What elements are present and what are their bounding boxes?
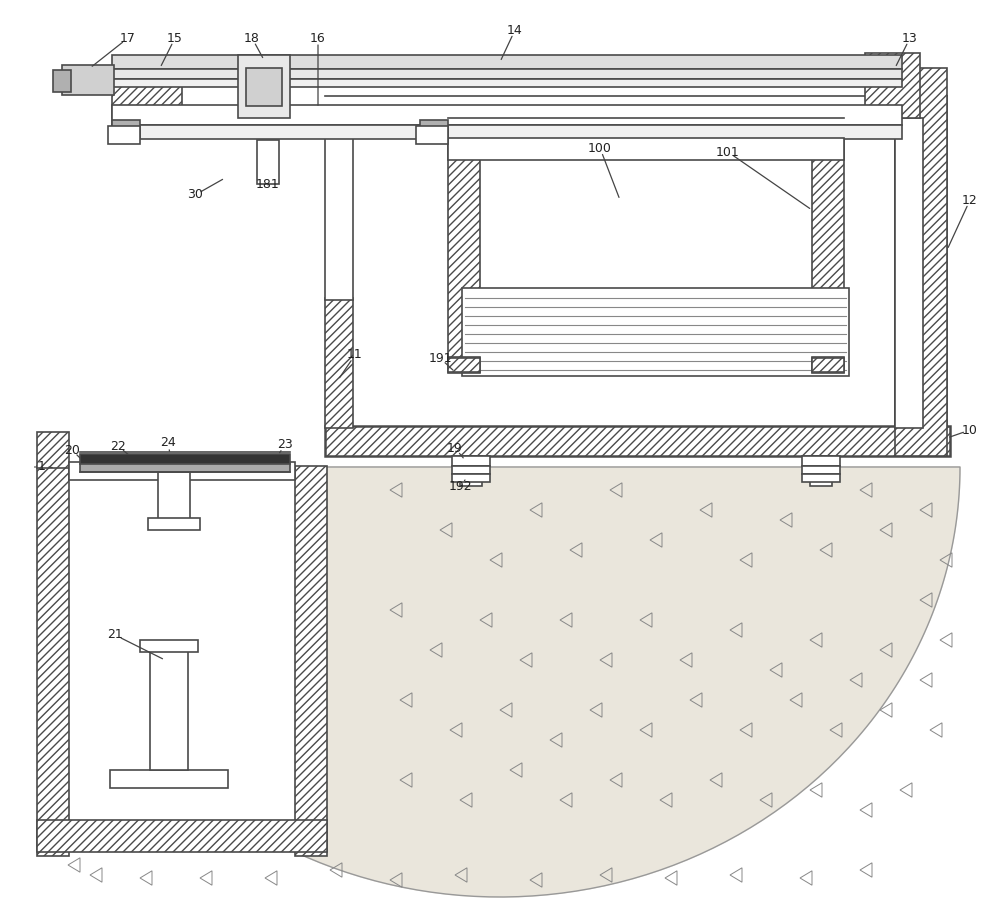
Text: 13: 13 bbox=[902, 32, 918, 44]
Bar bbox=[80, 454, 290, 464]
Bar bbox=[448, 358, 480, 372]
Text: 17: 17 bbox=[120, 32, 136, 44]
Bar bbox=[452, 466, 490, 474]
Bar bbox=[802, 474, 840, 482]
Bar bbox=[108, 126, 140, 144]
Bar bbox=[238, 55, 290, 118]
Bar bbox=[462, 288, 849, 376]
Bar bbox=[37, 466, 69, 856]
Bar bbox=[69, 466, 295, 820]
Bar bbox=[37, 432, 69, 468]
Bar bbox=[448, 138, 480, 360]
Bar bbox=[37, 820, 327, 852]
Text: 20: 20 bbox=[64, 443, 80, 457]
Text: 15: 15 bbox=[167, 32, 183, 44]
Bar bbox=[80, 464, 290, 472]
Bar bbox=[53, 70, 71, 92]
Text: 24: 24 bbox=[160, 437, 176, 449]
Bar bbox=[158, 472, 190, 522]
Text: 101: 101 bbox=[716, 145, 740, 159]
Bar bbox=[69, 462, 295, 480]
Bar bbox=[295, 466, 327, 856]
Text: 181: 181 bbox=[256, 179, 280, 192]
Bar bbox=[325, 298, 353, 428]
Bar bbox=[895, 68, 947, 456]
Bar bbox=[420, 120, 448, 138]
Bar bbox=[257, 140, 279, 184]
Bar bbox=[460, 456, 482, 486]
Text: 16: 16 bbox=[310, 32, 326, 44]
Text: 11: 11 bbox=[347, 349, 363, 361]
Bar bbox=[452, 456, 490, 466]
Bar bbox=[802, 456, 840, 466]
Bar bbox=[452, 474, 490, 482]
Text: 10: 10 bbox=[962, 423, 978, 437]
Bar bbox=[112, 125, 902, 139]
Bar bbox=[110, 770, 228, 788]
Text: 1: 1 bbox=[38, 459, 46, 472]
Bar bbox=[865, 53, 920, 118]
Bar bbox=[140, 640, 198, 652]
Bar bbox=[802, 466, 840, 474]
Bar bbox=[112, 68, 182, 118]
Text: 100: 100 bbox=[588, 142, 612, 154]
Bar bbox=[895, 118, 923, 428]
Text: 22: 22 bbox=[110, 439, 126, 452]
Bar bbox=[112, 55, 902, 69]
Text: 18: 18 bbox=[244, 32, 260, 44]
Text: 30: 30 bbox=[187, 189, 203, 202]
Bar bbox=[812, 358, 844, 372]
Text: 14: 14 bbox=[507, 24, 523, 36]
Bar bbox=[112, 69, 902, 79]
Bar bbox=[812, 357, 844, 373]
Bar bbox=[448, 138, 844, 160]
Text: 12: 12 bbox=[962, 193, 978, 206]
Bar bbox=[325, 426, 950, 456]
Text: 23: 23 bbox=[277, 439, 293, 451]
Bar bbox=[148, 518, 200, 530]
Text: 191: 191 bbox=[428, 351, 452, 364]
Bar bbox=[112, 120, 140, 138]
Bar bbox=[112, 105, 902, 125]
Text: 19: 19 bbox=[447, 441, 463, 455]
Bar bbox=[246, 68, 282, 106]
Bar bbox=[448, 357, 480, 373]
Bar bbox=[810, 456, 832, 486]
Polygon shape bbox=[35, 467, 960, 897]
Bar bbox=[112, 79, 902, 87]
Text: 21: 21 bbox=[107, 628, 123, 641]
Bar bbox=[812, 138, 844, 360]
Bar bbox=[416, 126, 448, 144]
Bar bbox=[62, 65, 114, 95]
Text: 192: 192 bbox=[448, 479, 472, 492]
Bar bbox=[150, 648, 188, 770]
Bar bbox=[325, 118, 353, 300]
